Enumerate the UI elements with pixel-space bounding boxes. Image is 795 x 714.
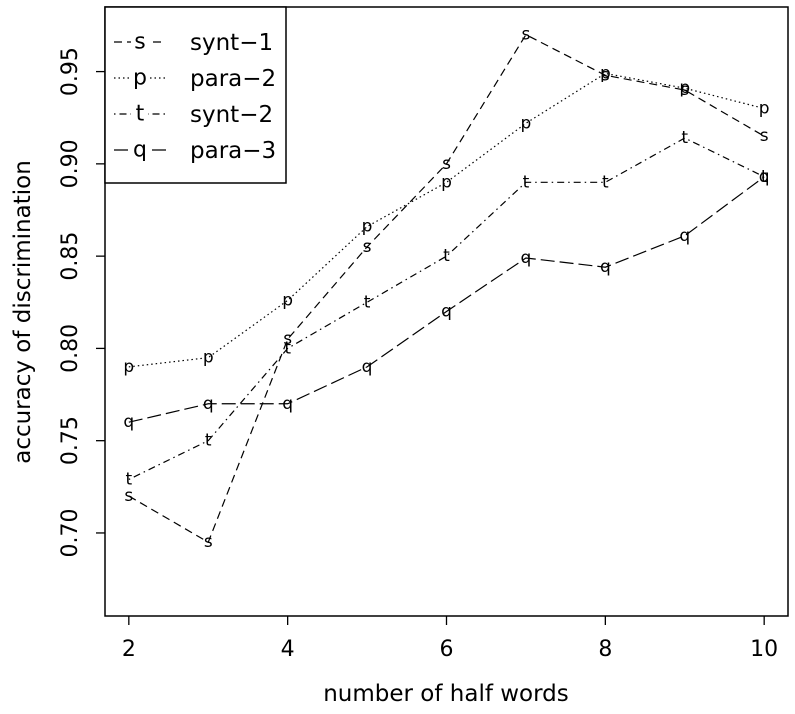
- data-point-marker: t: [443, 246, 450, 266]
- data-point-marker: t: [761, 167, 768, 187]
- data-point-marker: t: [364, 292, 371, 312]
- legend-marker-background: [131, 137, 148, 161]
- data-point-marker: t: [125, 469, 132, 489]
- data-point-marker: t: [205, 431, 212, 451]
- data-point-marker: s: [680, 80, 689, 100]
- data-point-marker: p: [600, 63, 611, 83]
- data-point-marker: s: [124, 486, 133, 506]
- legend-marker-background: [131, 65, 148, 89]
- legend-marker: q: [133, 138, 147, 163]
- legend-label: para−2: [190, 66, 276, 92]
- data-point-marker: t: [602, 172, 609, 192]
- data-point-marker: s: [521, 25, 530, 45]
- y-tick-label: 0.80: [58, 324, 83, 373]
- x-tick-label: 4: [281, 637, 295, 662]
- data-point-marker: q: [203, 394, 214, 414]
- data-point-marker: s: [204, 532, 213, 552]
- data-point-marker: s: [283, 329, 292, 349]
- data-point-marker: p: [282, 290, 293, 310]
- legend-label: synt−2: [190, 102, 273, 128]
- data-point-marker: t: [284, 338, 291, 358]
- x-tick-label: 2: [122, 637, 136, 662]
- x-tick-label: 8: [598, 637, 612, 662]
- data-point-marker: p: [362, 217, 373, 237]
- data-point-marker: q: [123, 412, 134, 432]
- data-point-marker: p: [203, 348, 214, 368]
- series-line: [128, 72, 765, 368]
- legend-marker: p: [133, 66, 147, 91]
- data-point-marker: p: [679, 78, 690, 98]
- legend-marker: s: [134, 30, 145, 55]
- y-tick-label: 0.90: [58, 139, 83, 188]
- y-tick-label: 0.70: [58, 508, 83, 557]
- legend-marker-background: [131, 101, 148, 125]
- legend-label: para−3: [190, 138, 276, 164]
- y-tick-label: 0.75: [58, 416, 83, 465]
- data-point-marker: t: [523, 172, 530, 192]
- data-point-marker: p: [521, 113, 532, 133]
- data-point-marker: s: [442, 154, 451, 174]
- data-point-marker: t: [681, 128, 688, 148]
- data-point-marker: s: [760, 126, 769, 146]
- axes: 2 4 6 8 10 0.70 0.75 0.80 0.85 0.90 0.95: [58, 47, 778, 662]
- data-point-marker: q: [679, 226, 690, 246]
- legend-marker-background: [131, 29, 148, 53]
- y-tick-label: 0.85: [58, 232, 83, 281]
- data-point-marker: q: [600, 257, 611, 277]
- x-tick-label: 10: [750, 637, 778, 662]
- series-line: [128, 33, 765, 544]
- series-lines: [128, 33, 765, 544]
- data-point-marker: s: [601, 65, 610, 85]
- data-point-marker: p: [441, 172, 452, 192]
- data-point-marker: q: [362, 357, 373, 377]
- y-tick-label: 0.95: [58, 47, 83, 96]
- data-point-marker: s: [363, 237, 372, 257]
- legend-items: s synt−1 p para−2 t synt−2 q para−3: [114, 29, 276, 164]
- data-point-marker: q: [759, 167, 770, 187]
- x-axis-title: number of half words: [323, 681, 569, 707]
- data-point-marker: q: [441, 302, 452, 322]
- data-point-marker: p: [123, 357, 134, 377]
- data-point-marker: p: [759, 99, 770, 119]
- legend-marker: t: [136, 102, 145, 127]
- y-axis-title: accuracy of discrimination: [10, 160, 36, 464]
- legend-label: synt−1: [190, 30, 273, 56]
- legend: s synt−1 p para−2 t synt−2 q para−3: [104, 6, 287, 184]
- x-tick-label: 6: [440, 637, 454, 662]
- series-line: [128, 176, 765, 423]
- data-point-marker: q: [521, 248, 532, 268]
- data-point-marker: q: [282, 394, 293, 414]
